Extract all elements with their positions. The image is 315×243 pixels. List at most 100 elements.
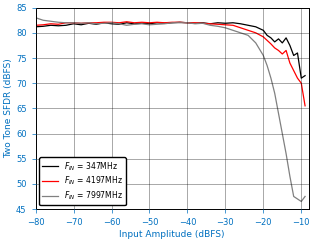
F₁ₙ = 347MHz <box>41 25 45 28</box>
F₁ₙ = 4197MHz <box>239 26 243 29</box>
F₁ₙ = 4197MHz <box>41 23 45 26</box>
F₁ₙ = 7997MHz <box>261 54 265 57</box>
F₁ₙ = 347MHz <box>94 23 98 26</box>
F₁ₙ = 7997MHz <box>292 195 295 198</box>
F₁ₙ = 7997MHz <box>49 20 53 23</box>
F₁ₙ = 4197MHz <box>193 21 197 24</box>
F₁ₙ = 7997MHz <box>295 198 299 200</box>
F₁ₙ = 7997MHz <box>110 21 113 24</box>
F₁ₙ = 7997MHz <box>288 175 292 178</box>
F₁ₙ = 4197MHz <box>170 21 174 24</box>
F₁ₙ = 7997MHz <box>299 200 303 203</box>
F₁ₙ = 4197MHz <box>292 69 295 72</box>
F₁ₙ = 7997MHz <box>239 31 243 34</box>
F₁ₙ = 347MHz <box>261 29 265 32</box>
F₁ₙ = 4197MHz <box>201 22 204 25</box>
F₁ₙ = 347MHz <box>110 22 113 25</box>
F₁ₙ = 347MHz <box>239 22 243 25</box>
F₁ₙ = 4197MHz <box>79 22 83 25</box>
F₁ₙ = 4197MHz <box>277 49 280 52</box>
F₁ₙ = 4197MHz <box>132 21 136 24</box>
F₁ₙ = 4197MHz <box>155 21 159 24</box>
F₁ₙ = 347MHz <box>155 21 159 24</box>
F₁ₙ = 347MHz <box>102 21 106 24</box>
Line: F₁ₙ = 7997MHz: F₁ₙ = 7997MHz <box>36 18 305 201</box>
F₁ₙ = 7997MHz <box>132 23 136 26</box>
F₁ₙ = 347MHz <box>140 22 144 25</box>
F₁ₙ = 347MHz <box>216 21 220 24</box>
F₁ₙ = 4197MHz <box>295 77 299 80</box>
F₁ₙ = 7997MHz <box>56 21 60 24</box>
F₁ₙ = 4197MHz <box>140 21 144 24</box>
F₁ₙ = 347MHz <box>72 22 75 25</box>
F₁ₙ = 4197MHz <box>110 21 113 24</box>
F₁ₙ = 347MHz <box>117 23 121 26</box>
F₁ₙ = 7997MHz <box>216 25 220 28</box>
F₁ₙ = 7997MHz <box>254 42 258 44</box>
F₁ₙ = 7997MHz <box>117 22 121 25</box>
F₁ₙ = 7997MHz <box>79 22 83 25</box>
F₁ₙ = 4197MHz <box>216 23 220 26</box>
F₁ₙ = 7997MHz <box>102 22 106 25</box>
F₁ₙ = 347MHz <box>246 24 250 27</box>
F₁ₙ = 4197MHz <box>231 24 235 27</box>
F₁ₙ = 7997MHz <box>140 22 144 25</box>
F₁ₙ = 347MHz <box>186 21 189 24</box>
F₁ₙ = 347MHz <box>269 36 273 39</box>
F₁ₙ = 347MHz <box>223 22 227 25</box>
F₁ₙ = 7997MHz <box>87 21 91 24</box>
F₁ₙ = 7997MHz <box>64 21 68 24</box>
F₁ₙ = 4197MHz <box>102 21 106 24</box>
F₁ₙ = 347MHz <box>178 21 182 24</box>
F₁ₙ = 7997MHz <box>186 21 189 24</box>
F₁ₙ = 347MHz <box>292 54 295 57</box>
F₁ₙ = 4197MHz <box>288 61 292 64</box>
F₁ₙ = 347MHz <box>299 77 303 80</box>
Legend: $F_{IN}$ = 347MHz, $F_{IN}$ = 4197MHz, $F_{IN}$ = 7997MHz: $F_{IN}$ = 347MHz, $F_{IN}$ = 4197MHz, $… <box>39 157 126 205</box>
F₁ₙ = 7997MHz <box>284 152 288 155</box>
F₁ₙ = 347MHz <box>193 22 197 25</box>
F₁ₙ = 4197MHz <box>34 24 37 27</box>
F₁ₙ = 347MHz <box>170 21 174 24</box>
F₁ₙ = 347MHz <box>79 23 83 26</box>
F₁ₙ = 4197MHz <box>280 52 284 55</box>
F₁ₙ = 7997MHz <box>34 16 37 19</box>
F₁ₙ = 347MHz <box>132 22 136 25</box>
F₁ₙ = 7997MHz <box>303 195 307 198</box>
F₁ₙ = 347MHz <box>277 37 280 40</box>
F₁ₙ = 347MHz <box>163 22 167 25</box>
F₁ₙ = 4197MHz <box>303 104 307 107</box>
F₁ₙ = 347MHz <box>56 24 60 27</box>
Line: F₁ₙ = 4197MHz: F₁ₙ = 4197MHz <box>36 22 305 106</box>
F₁ₙ = 4197MHz <box>178 21 182 24</box>
F₁ₙ = 7997MHz <box>193 22 197 25</box>
F₁ₙ = 4197MHz <box>186 21 189 24</box>
F₁ₙ = 4197MHz <box>147 21 151 24</box>
F₁ₙ = 347MHz <box>280 42 284 44</box>
F₁ₙ = 7997MHz <box>41 19 45 22</box>
F₁ₙ = 7997MHz <box>246 34 250 37</box>
F₁ₙ = 347MHz <box>273 40 277 43</box>
F₁ₙ = 7997MHz <box>208 24 212 27</box>
F₁ₙ = 4197MHz <box>254 31 258 34</box>
F₁ₙ = 7997MHz <box>125 24 129 27</box>
F₁ₙ = 7997MHz <box>94 22 98 25</box>
F₁ₙ = 347MHz <box>231 21 235 24</box>
F₁ₙ = 4197MHz <box>49 22 53 25</box>
F₁ₙ = 347MHz <box>147 22 151 25</box>
F₁ₙ = 4197MHz <box>284 49 288 52</box>
F₁ₙ = 347MHz <box>64 24 68 27</box>
X-axis label: Input Amplitude (dBFS): Input Amplitude (dBFS) <box>119 230 225 239</box>
F₁ₙ = 4197MHz <box>125 20 129 23</box>
F₁ₙ = 4197MHz <box>246 29 250 32</box>
F₁ₙ = 347MHz <box>87 22 91 25</box>
F₁ₙ = 7997MHz <box>201 22 204 25</box>
F₁ₙ = 347MHz <box>125 21 129 24</box>
F₁ₙ = 347MHz <box>265 34 269 37</box>
F₁ₙ = 7997MHz <box>72 21 75 24</box>
F₁ₙ = 4197MHz <box>223 23 227 26</box>
F₁ₙ = 347MHz <box>288 44 292 47</box>
F₁ₙ = 7997MHz <box>231 29 235 32</box>
F₁ₙ = 347MHz <box>303 74 307 77</box>
F₁ₙ = 7997MHz <box>280 132 284 135</box>
